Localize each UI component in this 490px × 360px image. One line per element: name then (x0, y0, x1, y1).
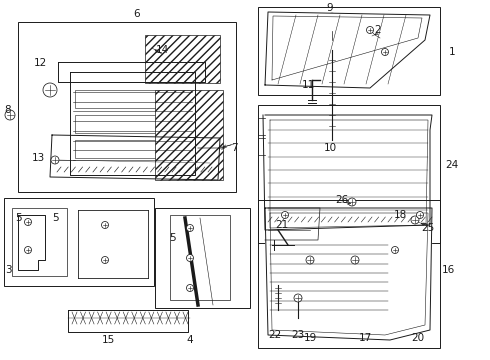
Text: 14: 14 (155, 45, 169, 55)
Text: 25: 25 (421, 223, 435, 233)
Text: 24: 24 (445, 160, 459, 170)
Text: 7: 7 (231, 143, 237, 153)
Text: 21: 21 (275, 220, 289, 230)
Circle shape (187, 284, 194, 292)
Text: 5: 5 (51, 213, 58, 223)
Circle shape (411, 216, 419, 224)
Circle shape (101, 221, 108, 229)
Text: 19: 19 (303, 333, 317, 343)
Circle shape (187, 225, 194, 231)
Circle shape (306, 256, 314, 264)
Text: 4: 4 (187, 335, 194, 345)
Text: 9: 9 (327, 3, 333, 13)
Circle shape (382, 49, 389, 55)
Text: 1: 1 (449, 47, 455, 57)
Circle shape (51, 156, 59, 164)
Bar (258, 7, 440, 95)
Text: 16: 16 (441, 265, 455, 275)
Bar (155, 90, 223, 180)
Circle shape (187, 255, 194, 261)
Text: 11: 11 (301, 80, 315, 90)
Polygon shape (265, 208, 432, 340)
Circle shape (24, 219, 31, 225)
Bar (18, 22, 236, 192)
Bar (4, 198, 154, 286)
Circle shape (281, 212, 289, 219)
Text: 2: 2 (375, 25, 381, 35)
Text: 5: 5 (169, 233, 175, 243)
Text: 18: 18 (393, 210, 407, 220)
Text: 22: 22 (269, 330, 282, 340)
Bar (258, 200, 440, 348)
Circle shape (24, 247, 31, 253)
Text: 23: 23 (292, 330, 305, 340)
Text: 17: 17 (358, 333, 371, 343)
Circle shape (5, 110, 15, 120)
Circle shape (392, 247, 398, 253)
Text: 26: 26 (335, 195, 348, 205)
Text: 5: 5 (15, 213, 21, 223)
Bar (328, 48, 336, 58)
Text: 20: 20 (412, 333, 424, 343)
Bar (12, 208, 67, 276)
Circle shape (294, 294, 302, 302)
Text: 3: 3 (5, 265, 11, 275)
Polygon shape (265, 12, 430, 88)
Text: 8: 8 (5, 105, 11, 115)
Circle shape (351, 256, 359, 264)
Circle shape (416, 212, 423, 219)
Text: 10: 10 (323, 143, 337, 153)
Bar (75, 90, 190, 108)
Bar (155, 208, 250, 308)
Polygon shape (263, 115, 432, 230)
Text: 13: 13 (31, 153, 45, 163)
Bar (145, 35, 220, 83)
Text: 6: 6 (134, 9, 140, 19)
Text: 15: 15 (101, 335, 115, 345)
Text: 12: 12 (33, 58, 47, 68)
Bar (170, 215, 230, 300)
Ellipse shape (327, 13, 337, 31)
Bar (75, 115, 190, 133)
Bar (258, 105, 440, 243)
Circle shape (367, 27, 373, 33)
Circle shape (101, 256, 108, 264)
Circle shape (43, 83, 57, 97)
Circle shape (348, 198, 356, 206)
Bar (75, 140, 190, 158)
